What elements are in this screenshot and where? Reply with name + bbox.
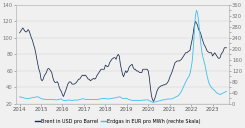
Erdgas in EUR pro MWh (rechte Skala) xyxy=(179,92,182,94)
Erdgas in EUR pro MWh (rechte Skala) xyxy=(18,96,21,98)
Brent in USD pro Barrel xyxy=(125,72,128,73)
Brent in USD pro Barrel xyxy=(37,68,40,70)
Erdgas in EUR pro MWh (rechte Skala) xyxy=(116,97,119,98)
Brent in USD pro Barrel xyxy=(116,55,119,57)
Brent in USD pro Barrel xyxy=(152,101,155,102)
Erdgas in EUR pro MWh (rechte Skala) xyxy=(195,9,198,11)
Erdgas in EUR pro MWh (rechte Skala) xyxy=(61,99,64,101)
Erdgas in EUR pro MWh (rechte Skala) xyxy=(37,97,40,98)
Erdgas in EUR pro MWh (rechte Skala) xyxy=(225,90,228,92)
Brent in USD pro Barrel xyxy=(179,59,182,61)
Erdgas in EUR pro MWh (rechte Skala) xyxy=(185,79,188,81)
Brent in USD pro Barrel xyxy=(18,32,21,34)
Line: Erdgas in EUR pro MWh (rechte Skala): Erdgas in EUR pro MWh (rechte Skala) xyxy=(20,10,226,102)
Legend: Brent in USD pro Barrel, Erdgas in EUR pro MWh (rechte Skala): Brent in USD pro Barrel, Erdgas in EUR p… xyxy=(33,117,202,126)
Line: Brent in USD pro Barrel: Brent in USD pro Barrel xyxy=(20,21,226,102)
Brent in USD pro Barrel xyxy=(194,20,197,22)
Erdgas in EUR pro MWh (rechte Skala) xyxy=(125,98,128,99)
Brent in USD pro Barrel xyxy=(225,47,228,49)
Brent in USD pro Barrel xyxy=(185,52,188,54)
Erdgas in EUR pro MWh (rechte Skala) xyxy=(151,102,154,103)
Brent in USD pro Barrel xyxy=(61,94,64,96)
